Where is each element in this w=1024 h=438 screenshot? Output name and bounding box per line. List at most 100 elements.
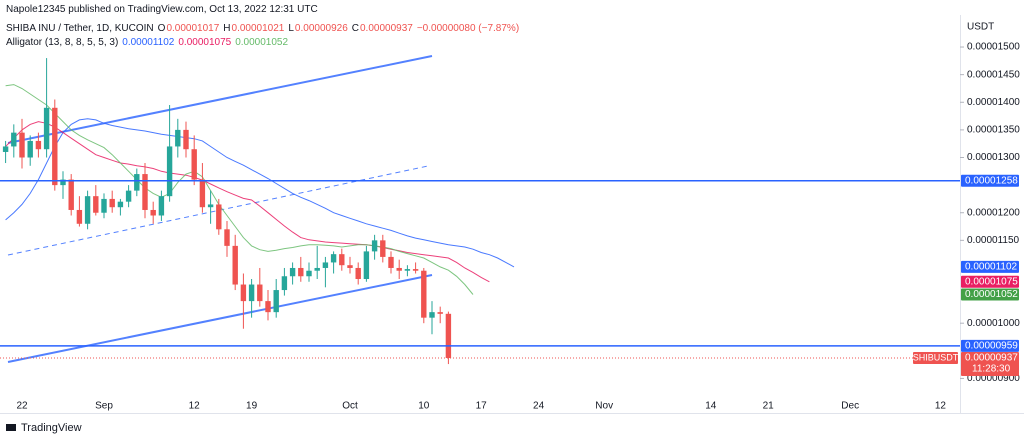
y-tick-label: 0.00001150 xyxy=(967,235,1020,246)
price-badge xyxy=(961,174,1019,187)
x-tick-label: 14 xyxy=(705,401,717,412)
y-tick-label: 0.00001500 xyxy=(967,42,1020,53)
indicator-value: 0.00001075 xyxy=(178,37,232,48)
candle-body xyxy=(199,179,206,208)
axis-unit: USDT xyxy=(967,22,994,33)
candle-body xyxy=(43,107,50,150)
candle-body xyxy=(166,146,173,197)
y-tick-label: 0.00001300 xyxy=(967,152,1020,163)
price-badge xyxy=(961,351,1019,376)
candle-body xyxy=(265,301,271,313)
candle-body xyxy=(371,240,378,252)
candle-body xyxy=(68,179,74,210)
candle-body xyxy=(363,251,370,280)
alligator-line xyxy=(5,84,474,295)
x-tick-label: Oct xyxy=(342,401,358,412)
candle-body xyxy=(11,132,17,147)
candle-body xyxy=(289,267,296,277)
candle-body xyxy=(412,269,419,271)
candle-body xyxy=(281,276,288,291)
change-value: −0.00000080 (−7.87%) xyxy=(416,23,520,34)
ohlc-value: 0.00000937 xyxy=(360,23,413,34)
x-tick-label: 17 xyxy=(476,401,488,412)
countdown-label: 11:28:30 xyxy=(972,364,1011,375)
candle-body xyxy=(437,312,443,314)
candle-body xyxy=(445,313,452,358)
y-tick-label: 0.00001200 xyxy=(967,207,1020,218)
ohlc-key: C xyxy=(351,23,359,34)
candle-body xyxy=(322,262,329,268)
candle-body xyxy=(134,174,140,191)
candle-body xyxy=(35,140,42,150)
candle-body xyxy=(273,290,279,313)
price-badge xyxy=(961,260,1019,273)
candle-body xyxy=(191,149,197,180)
ohlc-value: 0.00001021 xyxy=(231,23,285,34)
y-tick-label: 0.00001000 xyxy=(967,318,1020,329)
candle-body xyxy=(421,270,427,318)
candle-body xyxy=(142,174,148,210)
x-tick-label: 21 xyxy=(763,401,775,412)
candle-body xyxy=(158,196,165,216)
y-tick-label: 0.00001350 xyxy=(967,125,1020,136)
footer-logo xyxy=(6,424,16,431)
symbol-badge xyxy=(913,351,958,364)
candle-body xyxy=(429,312,435,318)
price-badge xyxy=(961,288,1019,301)
x-tick-label: 19 xyxy=(246,401,258,412)
ohlc-value: 0.00000926 xyxy=(294,23,348,34)
ohlc-value: 0.00001017 xyxy=(166,23,220,34)
y-tick-label: 0.00001400 xyxy=(967,97,1020,108)
symbol-legend: SHIBA INU / Tether, 1D, KUCOIN O0.0000101… xyxy=(6,23,523,34)
candle-body xyxy=(339,254,345,266)
publish-info: Napole12345 published on TradingView.com… xyxy=(6,4,318,15)
price-badge-label: 0.00000937 xyxy=(965,353,1018,364)
candle-body xyxy=(93,196,99,213)
price-badge-label: 0.00001258 xyxy=(965,175,1018,186)
candle-body xyxy=(109,198,115,208)
candle-body xyxy=(298,267,304,277)
candle-body xyxy=(19,132,25,158)
symbol-title: SHIBA INU / Tether, 1D, KUCOIN xyxy=(6,23,154,34)
candle-body xyxy=(76,209,83,224)
footer-brand: TradingView xyxy=(21,422,82,434)
candle-body xyxy=(60,179,66,186)
indicator-value: 0.00001052 xyxy=(235,37,289,48)
x-tick-label: 12 xyxy=(189,401,201,412)
candle-body xyxy=(183,129,189,150)
candle-body xyxy=(27,140,33,158)
candle-body xyxy=(125,190,132,202)
candle-body xyxy=(380,240,386,257)
alligator-line xyxy=(5,118,515,268)
indicator-title: Alligator (13, 8, 8, 5, 5, 3) xyxy=(6,37,119,48)
candle-body xyxy=(117,201,124,208)
candle-body xyxy=(396,267,402,271)
x-tick-label: Nov xyxy=(595,401,613,412)
indicator-legend: Alligator (13, 8, 8, 5, 5, 3) 0.00001102 0… xyxy=(6,37,292,48)
ohlc-key: O xyxy=(157,23,166,34)
candle-body xyxy=(207,204,214,208)
trend-line xyxy=(7,274,433,363)
indicator-value: 0.00001102 xyxy=(122,37,175,48)
candle-body xyxy=(388,256,394,268)
candle-body xyxy=(216,204,222,230)
candle-body xyxy=(330,254,337,263)
price-badge xyxy=(961,339,1019,352)
price-badge-label: 0.00000959 xyxy=(965,340,1018,351)
ohlc-key: L xyxy=(288,23,294,34)
candle-body xyxy=(101,198,107,213)
x-tick-label: 12 xyxy=(935,401,947,412)
candle-body xyxy=(150,209,156,216)
candle-body xyxy=(240,284,247,302)
trend-line xyxy=(7,55,433,144)
candle-body xyxy=(52,107,58,186)
candle-body xyxy=(355,267,361,280)
candle-body xyxy=(306,270,312,277)
price-badge-label: 0.00001075 xyxy=(965,276,1018,287)
candle-body xyxy=(224,229,230,246)
price-badge xyxy=(961,275,1019,288)
candle-body xyxy=(314,267,320,271)
x-tick-label: Sep xyxy=(95,401,113,412)
symbol-badge-label: SHIBUSDT xyxy=(913,352,959,362)
